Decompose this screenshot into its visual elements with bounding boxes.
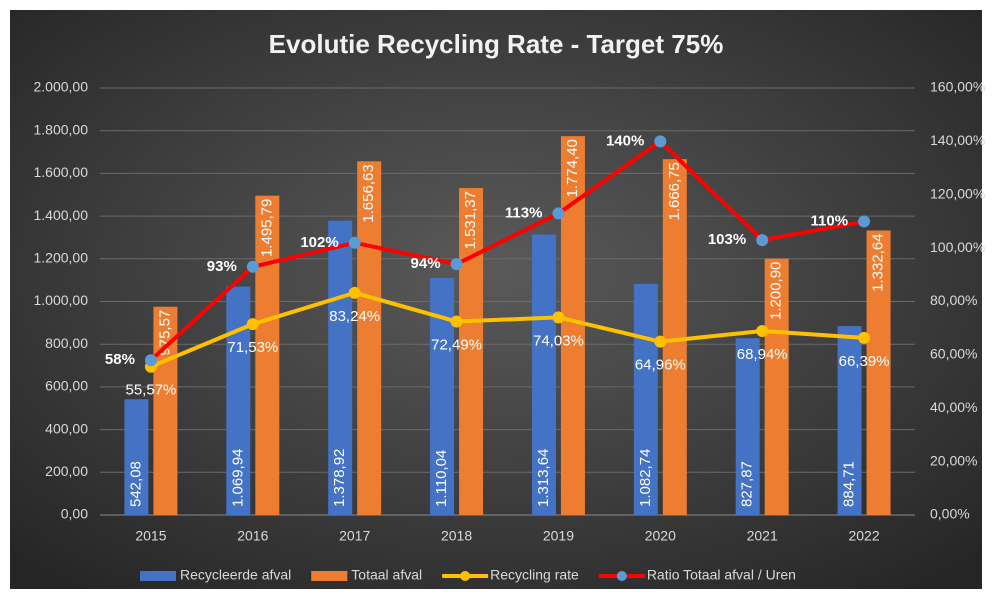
line-marker xyxy=(858,215,871,228)
line-marker xyxy=(450,315,463,328)
x-tick-label: 2015 xyxy=(135,528,166,544)
bar xyxy=(866,230,891,515)
line-value-label: 110% xyxy=(811,212,849,229)
x-tick-label: 2016 xyxy=(237,528,268,544)
line-value-label: 58% xyxy=(105,351,135,368)
legend-swatch xyxy=(140,571,176,581)
line-value-label: 72,49% xyxy=(431,337,482,354)
x-tick-label: 2020 xyxy=(645,528,676,544)
y-tick-label: 1.400,00 xyxy=(34,207,89,223)
y2-tick-label: 20,00% xyxy=(930,452,977,468)
line-value-label: 93% xyxy=(207,258,237,275)
bar-value-label: 542,08 xyxy=(127,461,144,507)
legend-swatch-marker xyxy=(460,571,471,581)
y2-tick-label: 40,00% xyxy=(930,399,977,415)
line-marker xyxy=(450,258,463,271)
bar xyxy=(255,195,280,515)
bar xyxy=(633,283,658,515)
line-marker xyxy=(552,207,565,220)
legend-swatch xyxy=(311,571,348,581)
y2-tick-label: 80,00% xyxy=(930,292,977,308)
line-marker xyxy=(348,236,361,249)
line-value-label: 66,39% xyxy=(839,353,890,370)
line-marker xyxy=(144,354,157,367)
y-tick-label: 600,00 xyxy=(45,378,88,394)
line-value-label: 64,96% xyxy=(635,357,686,374)
line xyxy=(150,290,865,369)
y2-tick-label: 120,00% xyxy=(930,185,985,201)
bar-value-label: 1.378,92 xyxy=(331,449,348,507)
bar xyxy=(357,161,382,515)
line-marker xyxy=(552,311,565,324)
bar-value-label: 827,87 xyxy=(739,461,756,507)
x-tick-label: 2019 xyxy=(543,528,574,544)
line-value-label: 94% xyxy=(411,255,441,272)
bar-value-label: 1.656,63 xyxy=(360,164,377,222)
line-marker xyxy=(654,335,667,348)
bar-value-label: 1.069,94 xyxy=(229,449,246,507)
bar-value-label: 1.666,75 xyxy=(666,162,683,220)
y2-tick-label: 0,00% xyxy=(930,506,970,522)
line-value-label: 55,57% xyxy=(126,382,177,399)
line-marker xyxy=(246,260,259,273)
line-marker xyxy=(246,318,259,331)
y-tick-label: 0,00 xyxy=(61,506,88,522)
bar xyxy=(124,399,149,515)
legend-label: Totaal afval xyxy=(351,567,422,583)
line-marker xyxy=(348,286,361,299)
y2-tick-label: 160,00% xyxy=(930,79,985,95)
bar xyxy=(459,188,484,516)
line-value-label: 102% xyxy=(300,234,338,251)
bar xyxy=(837,326,862,515)
bar xyxy=(328,220,353,515)
y-tick-label: 200,00 xyxy=(45,463,88,479)
line-value-label: 103% xyxy=(708,231,746,248)
y-tick-label: 400,00 xyxy=(45,420,88,436)
y-tick-label: 1.000,00 xyxy=(34,292,89,308)
bar-value-label: 1.082,74 xyxy=(637,449,654,507)
y-tick-label: 1.600,00 xyxy=(34,164,89,180)
line-value-label: 71,53% xyxy=(227,339,278,356)
line-value-label: 113% xyxy=(505,204,543,221)
bar-value-label: 1.495,79 xyxy=(258,199,275,257)
bar xyxy=(226,286,251,515)
y2-tick-label: 100,00% xyxy=(930,239,985,255)
chart-title: Evolutie Recycling Rate - Target 75% xyxy=(269,29,724,59)
bar xyxy=(735,338,760,515)
legend-swatch-marker xyxy=(616,571,627,581)
line-value-label: 74,03% xyxy=(533,332,584,349)
bar xyxy=(531,234,556,516)
line-value-label: 68,94% xyxy=(737,346,788,363)
y2-tick-label: 140,00% xyxy=(930,132,985,148)
bar-value-label: 1.774,40 xyxy=(564,139,581,197)
x-tick-label: 2017 xyxy=(339,528,370,544)
bar xyxy=(662,159,687,516)
bar-value-label: 1.200,90 xyxy=(768,262,785,320)
bar-value-label: 1.313,64 xyxy=(535,449,552,507)
line xyxy=(149,139,865,362)
bar xyxy=(764,258,789,515)
legend-label: Recycling rate xyxy=(490,567,579,583)
bar-value-label: 1.110,04 xyxy=(433,450,450,507)
x-tick-label: 2021 xyxy=(747,528,778,544)
y-tick-label: 2.000,00 xyxy=(34,79,89,95)
x-tick-label: 2022 xyxy=(848,528,879,544)
legend-label: Ratio Totaal afval / Uren xyxy=(647,567,796,583)
line-value-label: 140% xyxy=(606,132,644,149)
line-marker xyxy=(756,234,769,247)
bar-value-label: 1.332,64 xyxy=(870,233,887,291)
bar-value-label: 884,71 xyxy=(841,461,858,507)
line-value-label: 83,24% xyxy=(329,308,380,325)
legend-label: Recycleerde afval xyxy=(180,567,291,583)
y2-tick-label: 60,00% xyxy=(930,346,977,362)
y-tick-label: 800,00 xyxy=(45,335,88,351)
x-tick-label: 2018 xyxy=(441,528,472,544)
y-tick-label: 1.200,00 xyxy=(34,250,89,266)
line-marker xyxy=(654,135,667,148)
y-tick-label: 1.800,00 xyxy=(34,121,89,137)
line-marker xyxy=(858,331,871,344)
line-marker xyxy=(756,325,769,338)
bar-value-label: 1.531,37 xyxy=(462,191,479,249)
